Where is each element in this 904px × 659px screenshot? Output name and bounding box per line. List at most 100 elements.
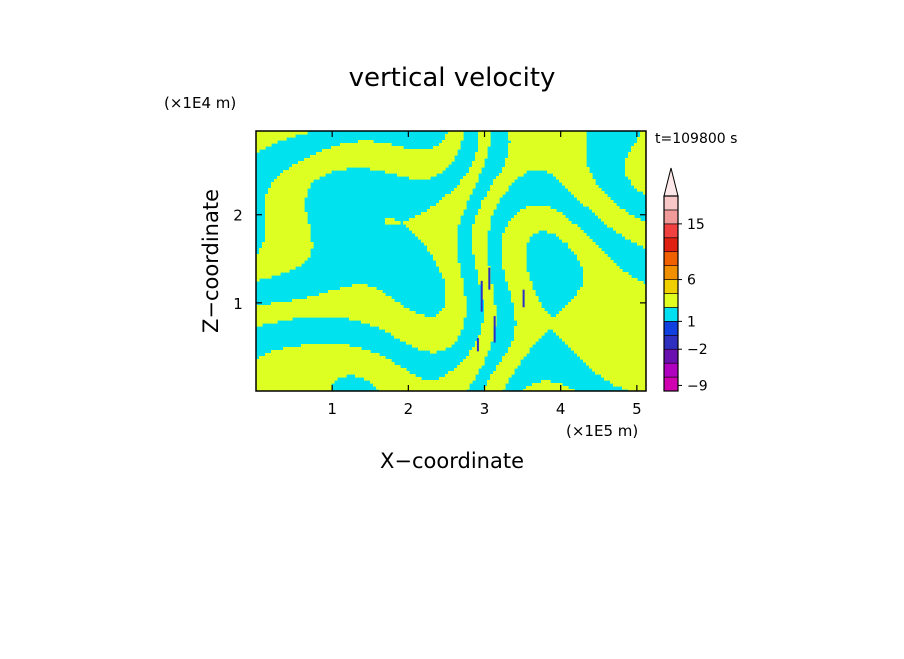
field-cell	[574, 251, 605, 255]
field-cell	[379, 389, 467, 391]
field-cell	[631, 149, 646, 153]
field-cell	[265, 221, 308, 225]
field-cell	[577, 254, 608, 258]
field-cell	[523, 389, 575, 391]
plot-frame	[255, 130, 647, 392]
field-cell	[307, 296, 392, 300]
field-cell	[604, 221, 646, 225]
field-cell	[439, 377, 476, 381]
colorbar-label: −2	[687, 342, 708, 358]
field-cell	[505, 158, 587, 162]
field-cell	[508, 152, 587, 156]
field-cell	[508, 350, 530, 354]
field-cell	[439, 143, 461, 147]
field-cell	[256, 389, 332, 391]
field-cell	[517, 212, 563, 216]
field-cell	[595, 371, 646, 375]
field-cell	[391, 332, 461, 336]
field-cell	[568, 245, 599, 249]
field-cell	[508, 143, 587, 147]
y-tick-label: 1	[233, 295, 243, 313]
field-cell	[427, 248, 458, 252]
field-cell	[475, 266, 491, 270]
field-cell	[478, 209, 494, 213]
field-cell	[256, 278, 260, 282]
field-cell	[514, 326, 646, 330]
field-cell	[493, 371, 515, 375]
colorbar-swatch	[663, 321, 679, 336]
field-cell	[481, 326, 494, 330]
field-cell	[493, 182, 512, 186]
field-cell	[478, 272, 491, 276]
field-cell	[298, 161, 452, 165]
field-cell	[502, 356, 524, 360]
field-cell	[265, 233, 311, 237]
field-cell	[556, 233, 587, 237]
field-cell	[559, 335, 646, 339]
field-cell	[289, 167, 347, 171]
field-cell	[505, 164, 587, 168]
field-cell	[418, 236, 458, 240]
field-cell	[541, 380, 551, 384]
field-cell	[370, 167, 446, 171]
field-cell	[433, 257, 458, 261]
field-cell	[475, 344, 491, 348]
field-cell	[478, 275, 491, 279]
field-cell	[256, 368, 407, 372]
field-cell	[547, 230, 584, 234]
field-cell	[502, 233, 533, 237]
x-tick-label: 2	[404, 400, 414, 418]
field-cell	[433, 146, 461, 150]
field-cell	[502, 236, 530, 240]
x-axis-ticks: 1 2 3 4 5	[327, 131, 642, 418]
field-cell	[586, 362, 646, 366]
chart-title: vertical velocity	[349, 63, 556, 93]
field-cell	[502, 242, 527, 246]
field-cell	[490, 188, 509, 192]
field-cell	[265, 353, 380, 357]
field-cell	[400, 338, 458, 342]
field-cell	[625, 236, 646, 240]
field-cell	[265, 197, 305, 201]
field-cell	[559, 179, 596, 183]
field-cell	[601, 218, 641, 222]
field-cell	[442, 272, 461, 276]
field-cell	[487, 194, 503, 198]
field-cell	[328, 290, 383, 294]
field-cell	[478, 278, 491, 282]
field-cell	[445, 284, 464, 288]
field-cell	[445, 305, 467, 309]
field-cell	[403, 221, 461, 225]
colorbar-swatch	[663, 376, 679, 392]
field-cell	[496, 368, 515, 372]
field-cell	[277, 176, 320, 180]
field-cell	[577, 293, 646, 297]
colorbar-swatch	[663, 307, 679, 322]
field-cell	[559, 311, 646, 315]
field-cell	[448, 371, 479, 375]
field-cell	[595, 212, 629, 216]
field-cell	[256, 380, 335, 384]
field-cell	[412, 344, 452, 348]
field-cell	[484, 305, 497, 309]
field-cell	[265, 227, 311, 231]
field-cell	[574, 194, 608, 198]
field-cell	[481, 284, 494, 288]
field-cell	[577, 197, 611, 201]
field-cell	[481, 323, 497, 327]
field-cell	[445, 299, 467, 303]
field-cell	[352, 284, 368, 288]
field-cell	[508, 281, 533, 285]
field-cell	[475, 152, 488, 156]
field-cell	[424, 242, 458, 246]
field-cell	[265, 206, 305, 210]
field-cell	[508, 146, 587, 150]
field-cell	[505, 230, 539, 234]
field-cell	[484, 320, 497, 324]
field-cell	[256, 305, 404, 309]
x-tick-label: 5	[632, 400, 642, 418]
field-cell	[472, 248, 488, 252]
colorbar-swatch	[663, 223, 679, 239]
field-cell	[427, 209, 464, 213]
